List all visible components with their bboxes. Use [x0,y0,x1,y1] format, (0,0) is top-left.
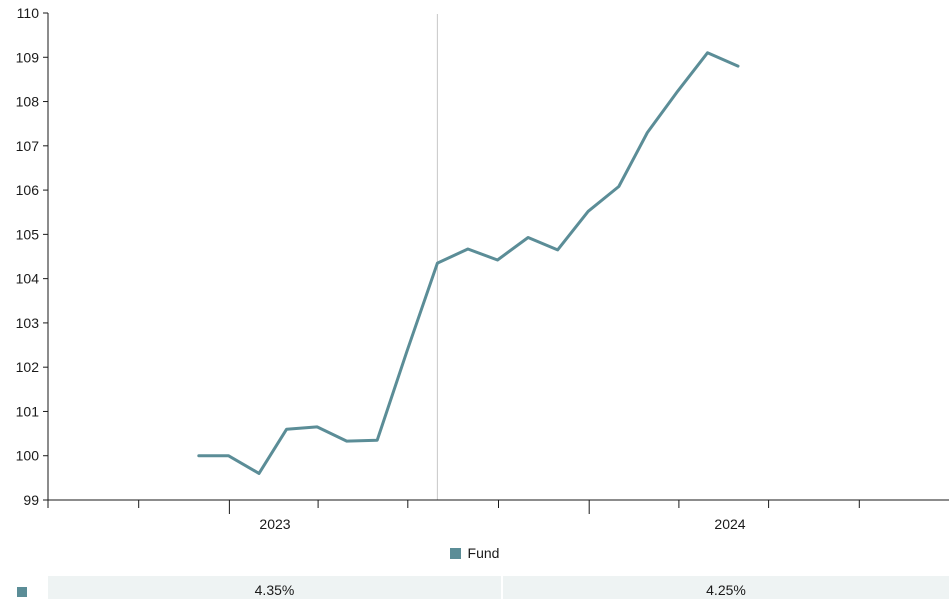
y-tick-label: 106 [16,182,40,198]
fund-line-chart: 99 100 101 102 103 104 105 106 107 108 109 110 2023… [16,5,949,532]
y-tick-label: 102 [16,359,40,375]
y-tick-label: 99 [23,492,39,508]
y-axis-ticks: 99 100 101 102 103 104 105 106 107 108 109 110 [16,5,48,508]
y-tick-label: 107 [16,138,40,154]
y-tick-label: 109 [16,49,40,65]
y-tick-label: 108 [16,94,40,110]
returns-row-swatch [17,587,27,597]
y-tick-label: 105 [16,226,40,242]
returns-row: 4.35% 4.25% [0,576,949,599]
x-tick-label-2024: 2024 [714,516,745,532]
chart-legend: Fund [0,545,949,561]
x-tick-label-2023: 2023 [259,516,290,532]
y-tick-label: 103 [16,315,40,331]
return-cell-2024: 4.25% [503,576,949,599]
legend-swatch-fund [449,548,461,559]
return-cell-2023: 4.35% [48,576,501,599]
y-tick-label: 110 [17,5,40,21]
series-line-fund [197,51,740,475]
y-tick-label: 101 [16,403,40,419]
x-axis-ticks [47,500,860,514]
y-tick-label: 100 [16,448,40,464]
legend-label-fund: Fund [467,545,500,561]
y-tick-label: 104 [16,271,40,287]
